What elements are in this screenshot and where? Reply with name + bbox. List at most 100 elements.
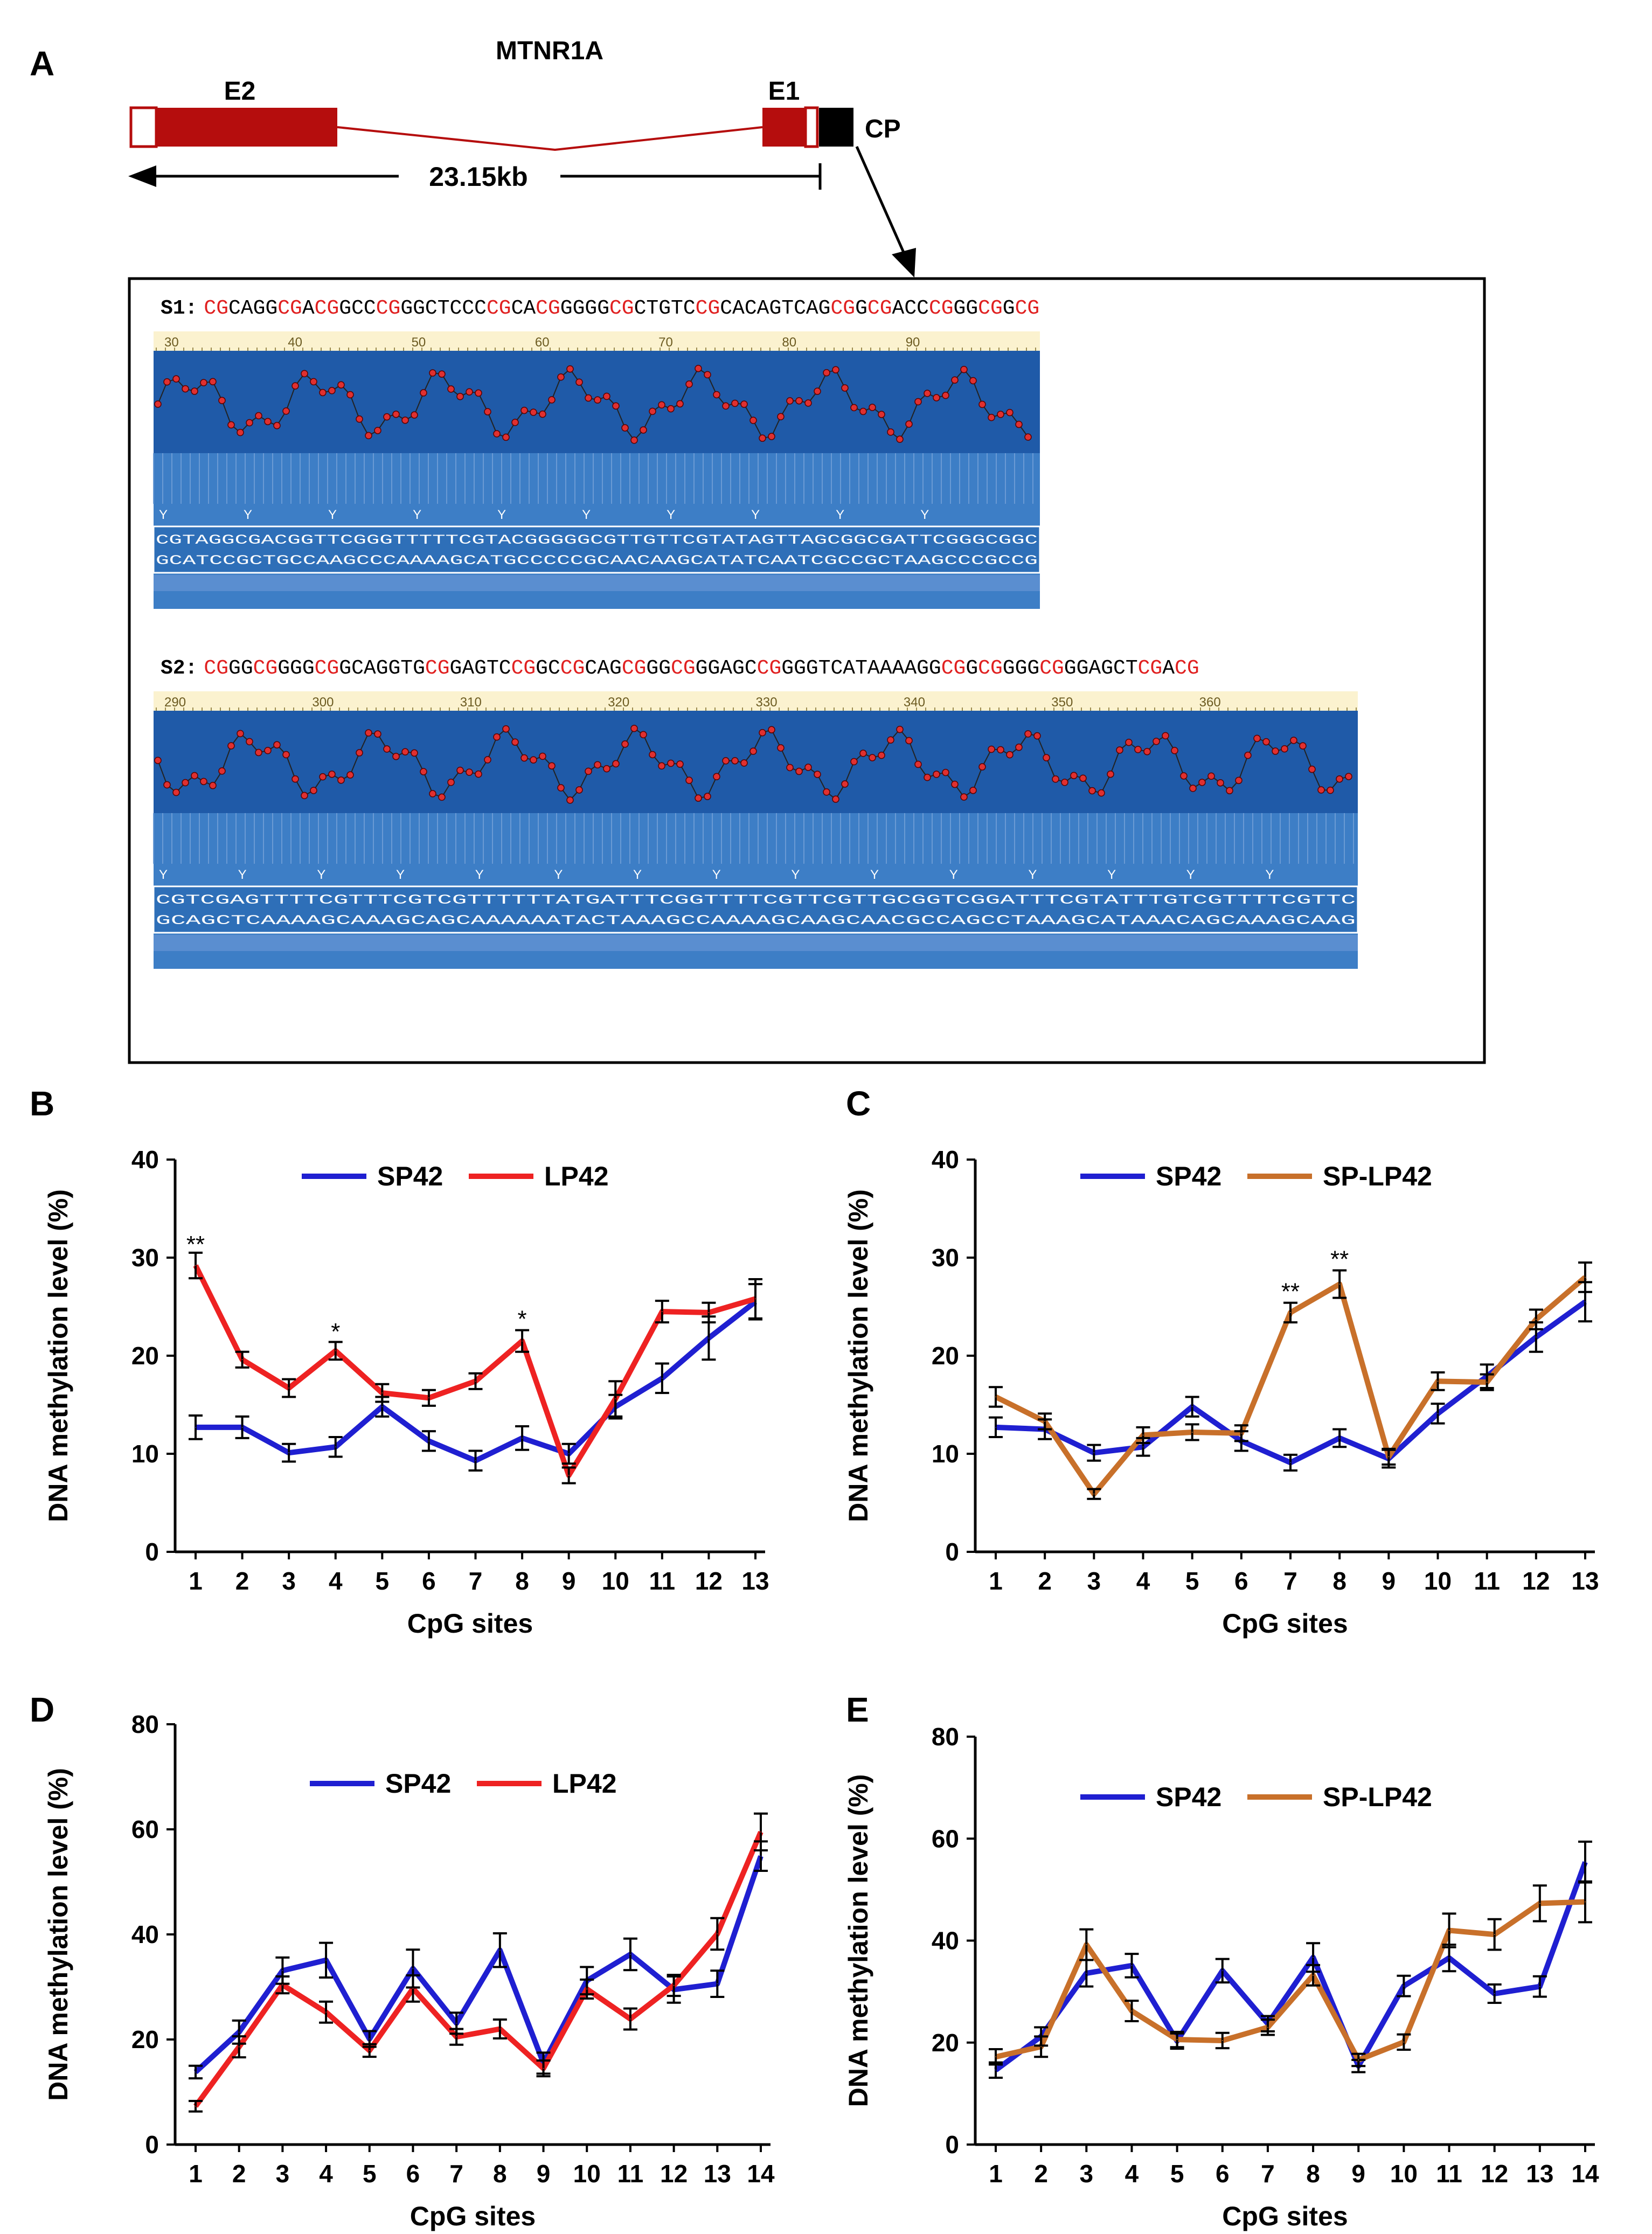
cpg-dinucleotide: CG <box>671 657 696 680</box>
x-tick-label: 6 <box>1216 2160 1230 2188</box>
data-point <box>1221 1970 1223 1972</box>
trace-methylation-dot <box>585 767 592 775</box>
trace-methylation-dot <box>997 411 1004 418</box>
distance-label: 23.15kb <box>429 162 527 192</box>
sequence-segment: CAG <box>585 657 621 680</box>
cpg-dinucleotide: CG <box>487 297 511 320</box>
trace-methylation-dot <box>832 795 839 803</box>
sequence-segment: CA <box>511 297 536 320</box>
trace-y-mark: Y <box>497 508 506 522</box>
trace-methylation-dot <box>273 422 281 429</box>
trace-y-mark: Y <box>159 868 168 882</box>
trace-y-mark: Y <box>712 868 721 882</box>
y-tick-label: 60 <box>131 1815 159 1843</box>
trace-methylation-dot <box>310 378 317 386</box>
trace-methylation-dot <box>969 787 977 794</box>
trace-methylation-dot <box>1134 746 1142 753</box>
trace-methylation-dot <box>722 402 730 410</box>
trace-methylation-dot <box>1253 734 1261 743</box>
trace-methylation-dot <box>1217 779 1224 787</box>
trace-methylation-dot <box>191 772 198 780</box>
trace-methylation-dot <box>218 397 226 404</box>
trace-methylation-dot <box>237 428 244 436</box>
trace-methylation-dot <box>1345 773 1352 780</box>
trace-methylation-dot <box>713 773 720 781</box>
trace-methylation-dot <box>227 421 235 429</box>
sequence-segment: GCAGGTG <box>339 657 425 680</box>
y-tick-label: 0 <box>945 2131 959 2159</box>
trace-ruler-label: 290 <box>164 695 186 710</box>
trace-methylation-dot <box>924 774 931 781</box>
data-point <box>1585 1276 1586 1278</box>
trace-methylation-dot <box>438 370 446 378</box>
sequence-segment: ACC <box>892 297 929 320</box>
cpg-dinucleotide: CG <box>204 657 228 680</box>
sequence-segment: G <box>966 657 978 680</box>
trace-methylation-dot <box>969 377 977 385</box>
trace-methylation-dot <box>841 780 849 788</box>
x-tick-label: 8 <box>1332 1567 1346 1595</box>
trace-methylation-dot <box>667 405 675 413</box>
series-line-sp42 <box>193 1855 763 2075</box>
cpg-dinucleotide: CG <box>1015 297 1040 320</box>
cpg-dinucleotide: CG <box>277 297 302 320</box>
data-point <box>1585 1901 1586 1903</box>
data-point <box>335 1446 336 1448</box>
sequence-segment: GG <box>954 297 978 320</box>
trace-methylation-dot <box>621 424 629 432</box>
trace-methylation-dot <box>786 764 794 772</box>
data-point <box>1539 1986 1540 1987</box>
trace-methylation-dot <box>520 754 528 762</box>
cpg-dinucleotide: CG <box>560 657 585 680</box>
trace-methylation-dot <box>163 378 171 386</box>
trace-methylation-dot <box>172 788 180 796</box>
trace-methylation-dot <box>612 760 620 768</box>
x-tick-label: 12 <box>1481 2160 1508 2188</box>
trace-methylation-dot <box>539 752 546 760</box>
y-axis-label: DNA methylation level (%) <box>43 1189 73 1522</box>
data-point <box>661 1377 663 1379</box>
data-point <box>760 1831 761 1833</box>
data-point <box>995 1396 996 1398</box>
cpg-dinucleotide: CG <box>253 657 278 680</box>
trace-methylation-dot <box>273 741 281 749</box>
trace-methylation-dot <box>795 767 803 775</box>
sequence-segment: CTGTC <box>634 297 696 320</box>
trace-methylation-dot <box>1088 787 1096 795</box>
cpg-dinucleotide: CG <box>830 297 855 320</box>
sequence-segment: GGGTCATAAAAGG <box>781 657 941 680</box>
data-point <box>195 2105 196 2107</box>
data-point <box>241 1359 243 1361</box>
trace-methylation-dot <box>722 757 730 765</box>
significance-mark: ** <box>1281 1279 1300 1305</box>
x-tick-label: 3 <box>282 1567 296 1595</box>
legend-label: LP42 <box>544 1161 609 1191</box>
y-tick-label: 0 <box>145 2131 159 2159</box>
sequence-segment: G <box>1003 297 1015 320</box>
trace-methylation-dot <box>301 370 308 378</box>
x-tick-label: 5 <box>376 1567 390 1595</box>
y-tick-label: 80 <box>932 1723 959 1751</box>
data-point <box>995 1426 996 1428</box>
trace-ruler-label: 90 <box>906 335 920 350</box>
promoter-label: CP <box>865 115 901 143</box>
trace-methylation-dot <box>374 427 381 434</box>
trace-methylation-dot <box>685 776 693 784</box>
trace-methylation-dot <box>182 385 189 393</box>
data-point <box>1313 1957 1314 1958</box>
sequence-segment: GGAGCT <box>1064 657 1138 680</box>
trace-methylation-dot <box>328 771 336 778</box>
trace-methylation-dot <box>411 411 418 419</box>
data-point <box>586 1988 588 1990</box>
trace-methylation-dot <box>630 436 638 444</box>
x-tick-label: 2 <box>235 1567 249 1595</box>
trace-methylation-dot <box>1024 433 1032 441</box>
trace-methylation-dot <box>978 763 986 771</box>
data-point <box>475 1460 476 1461</box>
trace-methylation-dot <box>475 770 482 778</box>
trace-methylation-dot <box>997 746 1004 754</box>
sequence-segment: CACAGTCAG <box>720 297 830 320</box>
trace-signal-band <box>154 711 1358 813</box>
x-tick-label: 1 <box>189 1567 203 1595</box>
